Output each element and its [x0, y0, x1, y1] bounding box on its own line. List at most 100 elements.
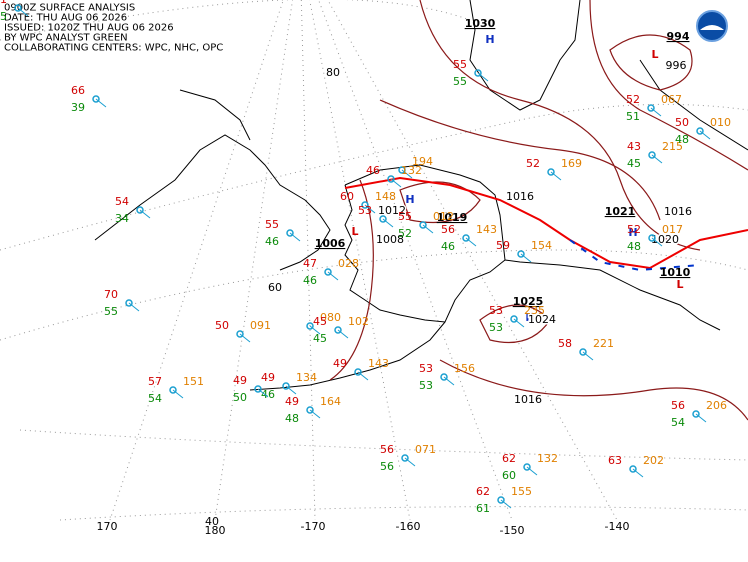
station-marker — [629, 465, 637, 473]
station-plot: 49 143 — [333, 357, 389, 381]
station-plot: 63 202 — [608, 454, 664, 478]
temperature: 53 — [489, 304, 503, 317]
wind-barb — [289, 232, 301, 242]
temperature: 49 — [233, 374, 247, 387]
station-plot: 45 45 102 — [313, 315, 369, 345]
header-line: 0900Z SURFACE ANALYSIS — [4, 2, 135, 13]
isobar-label: 1016 — [506, 190, 534, 203]
dewpoint: 39 — [71, 101, 85, 114]
wind-barb — [695, 413, 707, 423]
wind-barb — [309, 409, 321, 419]
station-plot: 56 54 206 — [671, 399, 727, 429]
grid-label: -170 — [301, 520, 326, 533]
wind-barb — [327, 271, 339, 281]
pressure-center-symbol: H — [525, 311, 534, 324]
wind-barb — [364, 204, 376, 214]
temperature: 54 — [115, 195, 129, 208]
station-marker — [236, 330, 244, 338]
station-marker — [92, 95, 100, 103]
station-marker — [648, 234, 656, 242]
grid-label: 40 — [205, 515, 219, 528]
station-plot: 47 46 028 — [303, 257, 359, 287]
station-marker — [579, 348, 587, 356]
pressure: 134 — [296, 371, 317, 384]
pressure: 206 — [706, 399, 727, 412]
station-marker — [14, 4, 22, 12]
station-marker — [254, 385, 262, 393]
pressure-center-symbol: L — [651, 48, 658, 61]
pressure: 215 — [662, 140, 683, 153]
dewpoint: 48 — [675, 133, 689, 146]
dewpoint: 34 — [115, 212, 129, 225]
station-plot: 49 48 164 — [285, 395, 341, 425]
wind-barb — [443, 376, 455, 386]
fronts — [344, 176, 748, 272]
temperature: 45 — [313, 315, 327, 328]
station-marker — [306, 322, 314, 330]
temperature: 49 — [261, 371, 275, 384]
station-marker — [648, 151, 656, 159]
station-marker — [462, 234, 470, 242]
temperature: 57 — [148, 375, 162, 388]
station-marker — [523, 463, 531, 471]
station-plot: 50 48 010 — [675, 116, 731, 146]
wind-barb — [139, 209, 151, 219]
station-plot: 56 46 143 — [441, 223, 497, 253]
station-marker — [361, 201, 369, 209]
pressure-center-label: 1025 — [513, 295, 544, 308]
wind-barb — [550, 171, 562, 181]
dewpoint: 60 — [502, 469, 516, 482]
temperature: 63 — [608, 454, 622, 467]
wind-barb — [172, 389, 184, 399]
wind-barb — [257, 388, 269, 398]
wind-barb — [513, 318, 525, 328]
station-marker — [419, 221, 427, 229]
temperature: 56 — [380, 443, 394, 456]
station-plot: 62 60 132 — [502, 452, 558, 482]
temperature: 56 — [671, 399, 685, 412]
station-marker — [379, 215, 387, 223]
wind-barb — [309, 325, 321, 335]
temperature: 55 — [265, 218, 279, 231]
wind-barb — [526, 466, 538, 476]
pressure: 071 — [415, 443, 436, 456]
pressure: 028 — [338, 257, 359, 270]
wind-barb — [520, 253, 532, 263]
temperature: 55 — [453, 58, 467, 71]
temperature: 60 — [340, 190, 354, 203]
dewpoint: 46 — [265, 235, 279, 248]
pressure: 154 — [531, 239, 552, 252]
station-plot: 56 56 071 — [380, 443, 436, 473]
station-marker — [692, 410, 700, 418]
dewpoint: 51 — [626, 110, 640, 123]
station-plot: 58 221 — [558, 337, 614, 361]
station-marker — [306, 406, 314, 414]
station-plot: 53 53 235 — [489, 304, 545, 334]
dewpoint: 53 — [419, 379, 433, 392]
pressure-center-symbol: H — [628, 226, 637, 239]
isobar-label: 1024 — [528, 313, 556, 326]
header-line: DATE: THU AUG 06 2026 — [4, 12, 127, 23]
station-plot: 52 48 017 — [627, 223, 683, 253]
pressure-center-label: 1010 — [660, 266, 691, 279]
station-plot: 62 61 155 — [476, 485, 532, 515]
station-plot: 46 132 — [366, 164, 422, 188]
temperature: 52 — [626, 93, 640, 106]
station-marker — [125, 299, 133, 307]
wind-barb — [699, 130, 711, 140]
dewpoint: 46 — [261, 388, 275, 401]
pressure-center-symbol: H — [485, 33, 494, 46]
pressure: 143 — [368, 357, 389, 370]
station-marker — [510, 315, 518, 323]
pressure: 067 — [661, 93, 682, 106]
isobar-label: 1020 — [651, 233, 679, 246]
station-marker — [324, 268, 332, 276]
temperature: 41 — [0, 0, 7, 6]
dewpoint: 50 — [233, 391, 247, 404]
grid-label: 60 — [268, 281, 282, 294]
wind-barb — [95, 98, 107, 108]
dewpoint: 46 — [441, 240, 455, 253]
